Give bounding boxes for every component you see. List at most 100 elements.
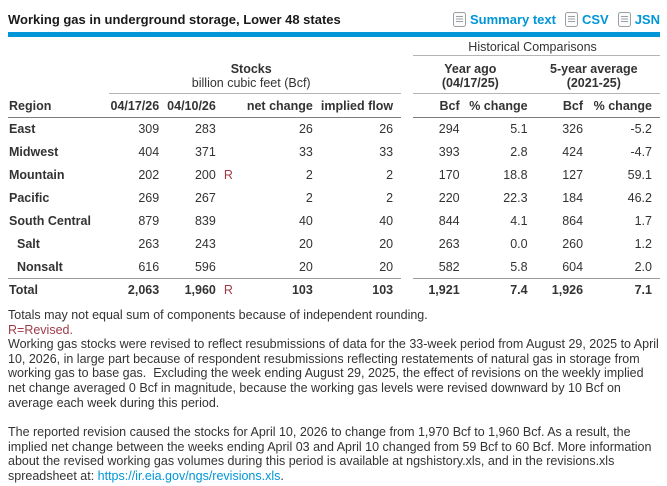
stocks-row-south-central: South Central 879 839 40 40: [8, 210, 401, 233]
historical-row-east: 294 5.1 326 -5.2: [413, 118, 660, 141]
year-ago-bcf-cell: 393: [438, 145, 460, 159]
year-ago-pct-change-cell: 5.8: [467, 256, 536, 279]
five-year-bcf-cell: 127: [562, 168, 584, 182]
historical-row-nonsalt: 582 5.8 604 2.0: [413, 256, 660, 279]
year-ago-title: Year ago: [444, 62, 497, 76]
year-ago-bcf-cell: 220: [438, 191, 460, 205]
five-year-bcf-cell: 326: [562, 122, 584, 136]
five-year-pct-change-cell: 7.1: [634, 283, 652, 297]
footnotes: Totals may not equal sum of components b…: [8, 308, 660, 484]
stocks-table: Stocks billion cubic feet (Bcf) Region 0…: [8, 39, 402, 302]
stocks-row-east: East 309 283 26 26: [8, 118, 401, 141]
stocks-group-header: Stocks billion cubic feet (Bcf): [109, 56, 402, 94]
current-stocks-cell: 2,063: [127, 283, 160, 297]
historical-group-header-row: Year ago (04/17/25) 5-year average (2021…: [413, 56, 660, 94]
stocks-group-title: Stocks: [230, 62, 272, 76]
implied-flow-cell: 103: [372, 283, 394, 297]
stocks-group-header-row: Stocks billion cubic feet (Bcf): [8, 56, 402, 94]
stocks-row-pacific: Pacific 269 267 2 2: [8, 187, 401, 210]
historical-row-total: 1,921 7.4 1,926 7.1: [413, 279, 660, 302]
previous-stocks-cell: 596: [167, 256, 224, 279]
region-spacer-cell: [8, 56, 109, 94]
accent-divider: [8, 32, 660, 37]
region-cell: Nonsalt: [8, 256, 110, 279]
net-change-cell: 2: [305, 168, 313, 182]
year-ago-pct-change-cell: 7.4: [510, 283, 528, 297]
five-year-pct-change-cell: 46.2: [627, 191, 652, 205]
column-header-five-year-pct-change: % change: [591, 94, 660, 118]
net-change-cell: 20: [244, 256, 321, 279]
summary-text-link[interactable]: Summary text: [452, 12, 556, 27]
previous-stocks-cell: 1,960: [184, 283, 216, 297]
region-cell: Mountain: [9, 168, 65, 182]
five-year-bcf-cell: 604: [535, 256, 592, 279]
stocks-row-midwest: Midwest 404 371 33 33: [8, 141, 401, 164]
footnote-reported-revision: The reported revision caused the stocks …: [8, 425, 660, 483]
historical-row-pacific: 220 22.3 184 46.2: [413, 187, 660, 210]
region-cell: East: [9, 122, 36, 136]
revised-flag-cell: [224, 210, 245, 233]
five-year-pct-change-cell: 2.0: [591, 256, 660, 279]
current-stocks-cell: 404: [138, 145, 160, 159]
document-icon: [452, 12, 466, 27]
column-header-previous-date: 04/10/26: [167, 94, 224, 118]
spacer-cell: [8, 39, 401, 56]
footnote-rounding: Totals may not equal sum of components b…: [8, 308, 428, 322]
year-ago-pct-change-cell: 4.1: [510, 214, 528, 228]
column-header-year-ago-pct-change: % change: [467, 94, 536, 118]
five-year-title: 5-year average: [550, 62, 638, 76]
historical-title-row: Historical Comparisons: [413, 39, 660, 56]
column-header-year-ago-bcf: Bcf: [413, 94, 468, 118]
stocks-row-salt: Salt 263 243 20 20: [8, 233, 401, 256]
csv-label: CSV: [581, 12, 609, 27]
previous-stocks-cell: 243: [194, 237, 216, 251]
historical-comparisons-title: Historical Comparisons: [413, 39, 660, 56]
five-year-pct-change-cell: 1.2: [634, 237, 652, 251]
net-change-cell: 20: [298, 237, 313, 251]
footnote-link-period: .: [280, 468, 284, 483]
page-title: Working gas in underground storage, Lowe…: [8, 12, 341, 27]
previous-stocks-cell: 371: [194, 145, 216, 159]
year-ago-pct-change-cell: 18.8: [503, 168, 528, 182]
five-year-group-header: 5-year average (2021-25): [535, 56, 660, 94]
year-ago-pct-change-cell: 2.8: [510, 145, 528, 159]
year-ago-bcf-cell: 170: [438, 168, 460, 182]
footnote-revised-legend: R=Revised.: [8, 322, 73, 337]
net-change-cell: 40: [298, 214, 313, 228]
five-year-pct-change-cell: -5.2: [630, 122, 652, 136]
jsn-link[interactable]: JSN: [617, 12, 660, 27]
net-change-cell: 26: [298, 122, 313, 136]
implied-flow-cell: 20: [379, 237, 394, 251]
spacer-row: [8, 39, 401, 56]
revisions-xls-link[interactable]: https://ir.eia.gov/ngs/revisions.xls: [97, 468, 281, 483]
region-cell: Midwest: [9, 145, 59, 159]
csv-link[interactable]: CSV: [564, 12, 609, 27]
previous-stocks-cell: 267: [194, 191, 216, 205]
revised-flag-cell: [224, 118, 245, 141]
year-ago-bcf-cell: 844: [438, 214, 460, 228]
net-change-cell: 2: [305, 191, 313, 205]
five-year-bcf-cell: 184: [562, 191, 584, 205]
previous-stocks-cell: 283: [194, 122, 216, 136]
column-header-five-year-bcf: Bcf: [535, 94, 592, 118]
summary-text-label: Summary text: [469, 12, 556, 27]
five-year-pct-change-cell: 1.7: [634, 214, 652, 228]
stocks-column-header-row: Region 04/17/26 04/10/26 net change impl…: [8, 94, 402, 118]
year-ago-bcf-cell: 263: [438, 237, 460, 251]
previous-stocks-cell: 839: [194, 214, 216, 228]
region-cell: Pacific: [9, 191, 50, 205]
implied-flow-cell: 33: [379, 145, 394, 159]
implied-flow-cell: 40: [379, 214, 394, 228]
revised-flag-cell: R: [223, 168, 233, 182]
year-ago-pct-change-cell: 5.1: [510, 122, 528, 136]
current-stocks-cell: 879: [138, 214, 160, 228]
implied-flow-cell: 2: [386, 168, 394, 182]
revised-flag-cell: [224, 187, 245, 210]
current-stocks-cell: 202: [138, 168, 160, 182]
revised-flag-cell: [224, 233, 245, 256]
year-ago-date: (04/17/25): [441, 76, 499, 90]
jsn-label: JSN: [634, 12, 660, 27]
year-ago-bcf-cell: 1,921: [428, 283, 460, 297]
five-year-bcf-cell: 424: [562, 145, 584, 159]
historical-row-salt: 263 0.0 260 1.2: [413, 233, 660, 256]
